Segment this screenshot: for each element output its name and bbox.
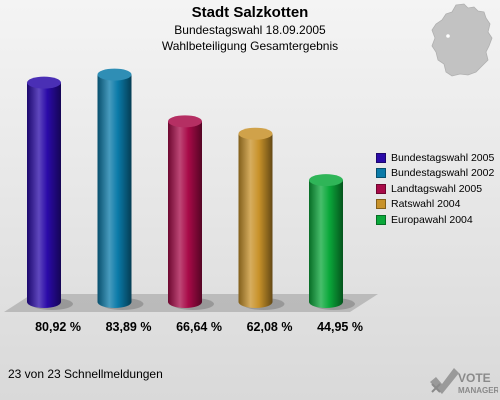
value-label-5: 44,95 % [317,320,363,334]
chart-legend: Bundestagswahl 2005 Bundestagswahl 2002 La… [376,150,494,228]
legend-swatch [376,183,386,194]
germany-map-icon [431,3,493,77]
legend-item-2: Bundestagswahl 2002 [376,166,494,182]
bar-1 [27,76,73,310]
value-label-3: 66,64 % [176,320,222,334]
bar-3 [168,115,214,310]
legend-label: Landtagswahl 2005 [391,182,483,195]
value-label-2: 83,89 % [106,320,152,334]
status-text: 23 von 23 Schnellmeldungen [8,367,163,381]
vote-manager-logo: VOTE MANAGER [430,368,498,395]
legend-label: Europawahl 2004 [391,213,473,226]
checkmark-icon [430,368,459,394]
legend-label: Ratswahl 2004 [391,198,461,211]
legend-swatch [376,152,386,163]
bar-4 [238,127,285,310]
legend-item-1: Bundestagswahl 2005 [376,150,494,166]
chart-subtitle-election: Bundestagswahl 18.09.2005 [174,23,326,37]
svg-text:MANAGER: MANAGER [458,386,498,395]
legend-label: Bundestagswahl 2002 [391,167,495,180]
legend-item-5: Europawahl 2004 [376,212,494,228]
legend-swatch [376,168,386,179]
bar-5 [309,174,355,310]
value-label-1: 80,92 % [35,320,81,334]
legend-item-4: Ratswahl 2004 [376,197,494,213]
chart-header: Stadt Salzkotten Bundestagswahl 18.09.20… [0,3,500,54]
legend-label: Bundestagswahl 2005 [391,151,495,164]
legend-swatch [376,199,386,210]
legend-swatch [376,214,386,225]
svg-text:VOTE: VOTE [458,371,491,385]
chart-subtitle-metric: Wahlbeteiligung Gesamtergebnis [161,39,339,53]
legend-item-3: Landtagswahl 2005 [376,181,494,197]
chart-title: Stadt Salzkotten [191,4,309,21]
bar-2 [97,68,144,310]
value-label-4: 62,08 % [247,320,293,334]
